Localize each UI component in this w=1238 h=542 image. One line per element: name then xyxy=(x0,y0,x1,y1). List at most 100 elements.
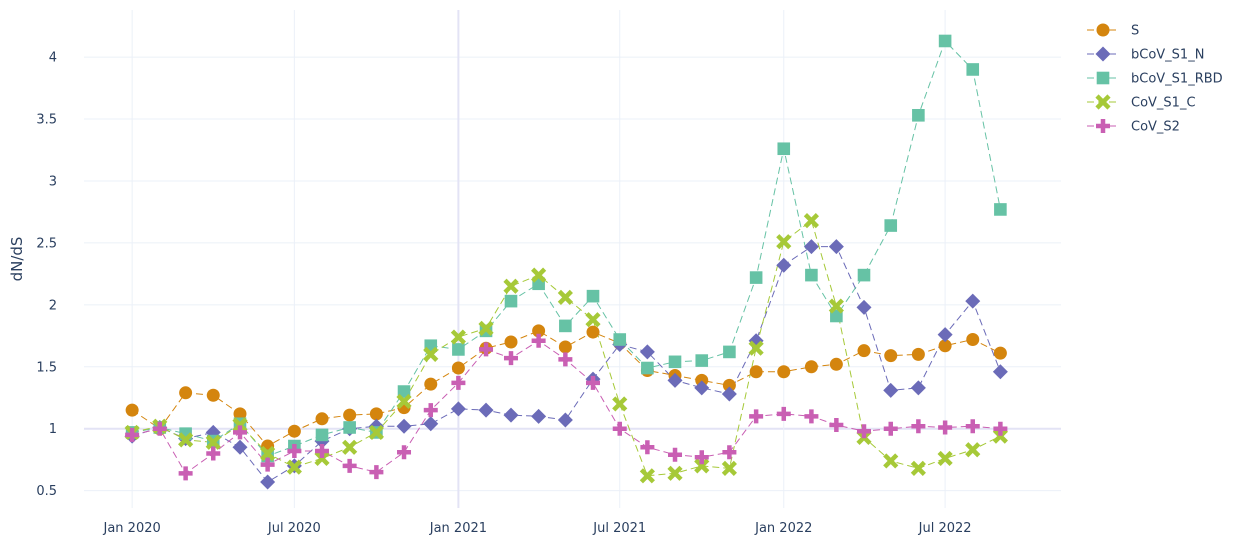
data-point-cov-s2 xyxy=(152,421,167,436)
data-point-s xyxy=(179,386,193,400)
data-point-bcov-s1-n xyxy=(478,402,494,418)
data-point-bcov-s1-n xyxy=(828,239,844,255)
legend-item-cov-s2[interactable]: CoV_S2 xyxy=(1087,119,1180,135)
data-point-bcov-s1-n xyxy=(937,327,953,343)
data-point-bcov-s1-rbd xyxy=(723,345,736,359)
data-point-s xyxy=(966,333,980,347)
data-point-s xyxy=(829,357,843,371)
data-point-bcov-s1-n xyxy=(396,418,412,434)
data-point-cov-s2 xyxy=(586,375,601,390)
y-tick-label: 1 xyxy=(49,422,57,437)
data-point-bcov-s1-rbd xyxy=(912,108,925,122)
legend-item-bcov-s1-n[interactable]: bCoV_S1_N xyxy=(1087,46,1204,63)
data-point-bcov-s1-n xyxy=(965,293,981,309)
data-point-cov-s2 xyxy=(856,424,871,439)
data-point-bcov-s1-rbd xyxy=(830,309,843,323)
data-point-s xyxy=(993,346,1007,360)
data-point-bcov-s1-n xyxy=(639,344,655,360)
data-point-s xyxy=(504,335,518,349)
data-point-s xyxy=(857,344,871,358)
data-point-cov-s2 xyxy=(503,351,518,366)
data-point-bcov-s1-rbd xyxy=(452,343,465,356)
data-point-cov-s2 xyxy=(749,409,764,424)
data-point-bcov-s1-rbd xyxy=(749,271,763,284)
data-point-cov-s1-c xyxy=(286,459,302,475)
data-point-bcov-s1-n xyxy=(883,382,899,398)
x-tick-label: Jul 2022 xyxy=(918,521,972,536)
data-point-bcov-s1-n xyxy=(721,386,737,402)
data-point-bcov-s1-rbd xyxy=(315,428,329,442)
data-point-cov-s1-c xyxy=(803,213,819,229)
data-point-cov-s2 xyxy=(423,403,438,418)
data-point-bcov-s1-rbd xyxy=(586,289,600,303)
data-point-s xyxy=(777,365,791,379)
data-point-bcov-s1-rbd xyxy=(884,219,898,232)
y-axis-ticks: 0.5 1 1.5 2 2.5 3 3.5 4 xyxy=(36,51,57,500)
data-point-cov-s2 xyxy=(829,418,844,432)
data-point-cov-s2 xyxy=(694,450,709,465)
x-axis-ticks: Jan 2020 Jul 2020 Jan 2021 Jul 2021 Jan 2022… xyxy=(103,521,972,536)
x-tick-label: Jan 2021 xyxy=(429,521,487,536)
data-point-bcov-s1-rbd xyxy=(966,63,980,76)
data-point-cov-s1-c xyxy=(828,298,844,314)
data-point-cov-s1-c xyxy=(396,393,412,410)
legend-item-cov-s1-c[interactable]: CoV_S1_C xyxy=(1087,94,1196,111)
data-point-bcov-s1-n xyxy=(450,401,466,417)
data-point-bcov-s1-rbd xyxy=(559,319,572,333)
data-point-cov-s1-c xyxy=(368,424,384,441)
x-tick-label: Jul 2021 xyxy=(592,521,646,536)
data-point-cov-s1-c xyxy=(423,346,439,362)
legend-marker xyxy=(1096,119,1110,133)
data-point-s xyxy=(558,340,572,354)
data-point-bcov-s1-rbd xyxy=(397,385,411,398)
data-point-cov-s1-c xyxy=(883,453,899,469)
data-point-s xyxy=(369,407,383,421)
data-point-cov-s1-c xyxy=(503,278,519,294)
data-point-cov-s1-c xyxy=(314,450,330,467)
data-point-bcov-s1-n xyxy=(503,407,519,423)
legend-item-bcov-s1-rbd[interactable]: bCoV_S1_RBD xyxy=(1087,72,1223,87)
data-point-bcov-s1-rbd xyxy=(695,354,709,367)
data-point-cov-s1-c xyxy=(748,340,764,356)
legend-marker xyxy=(1096,71,1110,85)
data-point-cov-s2 xyxy=(883,421,898,436)
y-tick-label: 3.5 xyxy=(36,113,57,128)
x-tick-label: Jan 2020 xyxy=(103,521,161,536)
data-point-bcov-s1-n xyxy=(531,408,547,424)
y-tick-label: 1.5 xyxy=(36,360,57,375)
data-point-cov-s1-c xyxy=(937,450,953,467)
data-point-s xyxy=(315,412,329,426)
y-tick-label: 2 xyxy=(49,298,57,313)
data-point-cov-s1-c xyxy=(667,465,683,481)
data-point-cov-s1-c xyxy=(910,460,926,476)
data-point-cov-s1-c xyxy=(232,417,248,433)
data-point-bcov-s1-n xyxy=(667,372,683,388)
legend-item-s[interactable]: S xyxy=(1087,23,1139,39)
data-point-bcov-s1-rbd xyxy=(938,34,952,48)
data-point-bcov-s1-n xyxy=(260,474,276,490)
data-point-bcov-s1-rbd xyxy=(994,203,1007,216)
data-point-bcov-s1-rbd xyxy=(857,268,871,282)
data-point-s xyxy=(287,424,301,438)
data-point-cov-s2 xyxy=(965,419,980,434)
legend-label: CoV_S2 xyxy=(1131,120,1180,135)
legend-marker xyxy=(1095,46,1111,62)
data-point-bcov-s1-n xyxy=(423,416,439,432)
x-tick-label: Jan 2022 xyxy=(754,521,812,536)
data-point-bcov-s1-rbd xyxy=(613,333,627,346)
data-point-cov-s1-c xyxy=(721,460,737,476)
data-point-s xyxy=(424,377,438,391)
data-point-cov-s2 xyxy=(722,445,737,460)
y-tick-label: 3 xyxy=(49,174,57,189)
data-point-s xyxy=(125,403,139,417)
data-point-cov-s1-c xyxy=(478,320,494,336)
data-point-cov-s2 xyxy=(342,458,357,473)
data-point-bcov-s1-n xyxy=(803,239,819,255)
data-point-bcov-s1-n xyxy=(557,412,573,428)
y-tick-label: 4 xyxy=(49,51,57,66)
legend-label: bCoV_S1_N xyxy=(1131,48,1204,63)
data-point-bcov-s1-rbd xyxy=(343,421,356,434)
data-point-cov-s2 xyxy=(804,409,819,424)
